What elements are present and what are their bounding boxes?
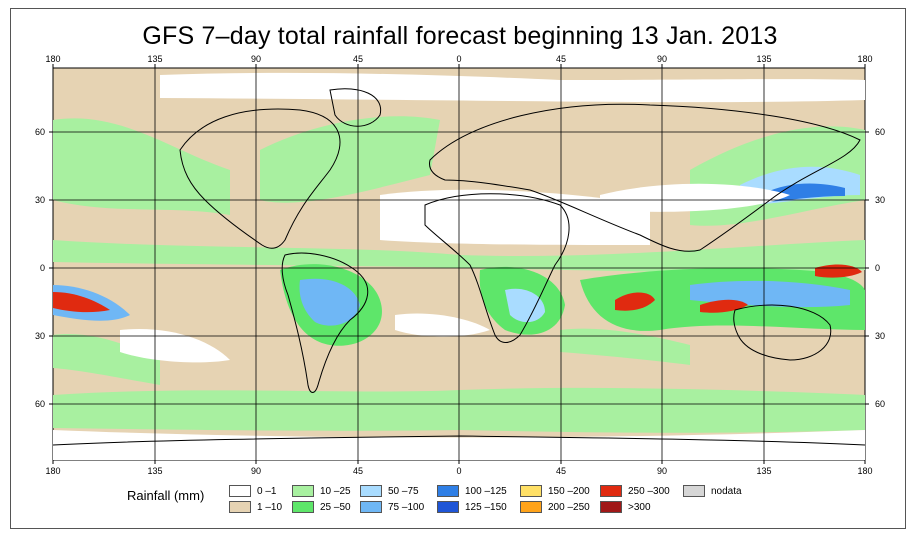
legend-swatch: [360, 501, 382, 513]
north-pacific-band: [53, 118, 230, 215]
bottom-lon-label: 90: [657, 466, 667, 476]
legend-item: 125 –150: [437, 501, 507, 513]
bottom-lon-label: 135: [756, 466, 771, 476]
figure-frame: [10, 8, 906, 529]
legend-label: 100 –125: [465, 485, 507, 497]
legend-label: 1 –10: [257, 501, 283, 513]
top-lon-labels: 180 135 90 45 0 45 90 135 180: [45, 54, 872, 64]
legend-item: 75 –100: [360, 501, 424, 513]
legend-swatch: [229, 501, 251, 513]
north-america-outline: [179, 108, 341, 249]
right-lat-label: 30: [875, 195, 885, 205]
legend-label: 75 –100: [388, 501, 425, 513]
top-lon-label: 0: [456, 54, 461, 64]
legend-label: 0 –1: [257, 485, 277, 497]
left-lat-label: 30: [35, 195, 45, 205]
right-lat-label: 30: [875, 331, 885, 341]
bottom-lon-label: 45: [556, 466, 566, 476]
left-lat-label: 0: [40, 263, 45, 273]
top-lon-label: 90: [657, 54, 667, 64]
bottom-lon-label: 45: [353, 466, 363, 476]
legend-swatch: [600, 485, 622, 497]
top-lon-label: 45: [353, 54, 363, 64]
eurasia-outline: [429, 103, 861, 252]
top-lon-label: 135: [147, 54, 162, 64]
legend-item: 250 –300: [600, 485, 670, 497]
australia-outline: [733, 304, 832, 361]
legend-item: 0 –1: [229, 485, 276, 497]
north-atlantic-band: [260, 116, 440, 203]
south-america-outline: [281, 252, 369, 393]
left-lat-labels: 60 30 0 30 60: [35, 127, 45, 409]
legend-item: 150 –200: [520, 485, 590, 497]
legend-swatch: [360, 485, 382, 497]
legend-title: Rainfall (mm): [127, 488, 205, 503]
legend-label: 250 –300: [628, 485, 670, 497]
legend-label: 200 –250: [548, 501, 590, 513]
legend-swatch: [292, 485, 314, 497]
left-lat-label: 60: [35, 399, 45, 409]
top-lon-label: 180: [857, 54, 872, 64]
bottom-lon-label: 135: [147, 466, 162, 476]
legend-item: >300: [600, 501, 651, 513]
right-lat-label: 0: [875, 263, 880, 273]
legend-swatch: [600, 501, 622, 513]
legend-label: 25 –50: [320, 501, 351, 513]
top-lon-label: 180: [45, 54, 60, 64]
legend-item: 25 –50: [292, 501, 351, 513]
legend-label: 125 –150: [465, 501, 507, 513]
legend-swatch: [520, 501, 542, 513]
bottom-lon-label: 180: [45, 466, 60, 476]
right-lat-label: 60: [875, 399, 885, 409]
sahara-dry: [380, 189, 650, 245]
legend-label: 10 –25: [320, 485, 351, 497]
legend-swatch: [683, 485, 705, 497]
bottom-lon-labels: 180 135 90 45 0 45 90 135 180: [45, 466, 872, 476]
left-lat-label: 60: [35, 127, 45, 137]
antarctica-outline: [52, 435, 866, 446]
legend-item: nodata: [683, 485, 742, 497]
legend-label: 50 –75: [388, 485, 419, 497]
legend-label: 150 –200: [548, 485, 590, 497]
legend-item: 200 –250: [520, 501, 590, 513]
legend-label: nodata: [711, 485, 742, 497]
legend-swatch: [520, 485, 542, 497]
top-lon-label: 45: [556, 54, 566, 64]
right-lat-labels: 60 30 0 30 60: [875, 127, 885, 409]
coastlines: [52, 88, 866, 446]
legend-item: 10 –25: [292, 485, 351, 497]
legend-swatch: [437, 501, 459, 513]
map-title: GFS 7–day total rainfall forecast beginn…: [142, 22, 778, 50]
graticule: [53, 68, 865, 460]
greenland-outline: [329, 88, 382, 127]
legend-swatch: [292, 501, 314, 513]
bottom-lon-label: 90: [251, 466, 261, 476]
tick-marks: [49, 64, 869, 464]
legend-label: >300: [628, 501, 651, 513]
legend-item: 50 –75: [360, 485, 419, 497]
bottom-lon-label: 180: [857, 466, 872, 476]
legend-swatch: [229, 485, 251, 497]
top-lon-label: 90: [251, 54, 261, 64]
legend-swatch: [437, 485, 459, 497]
legend-item: 1 –10: [229, 501, 282, 513]
left-lat-label: 30: [35, 331, 45, 341]
bottom-lon-label: 0: [456, 466, 461, 476]
legend-item: 100 –125: [437, 485, 507, 497]
right-lat-label: 60: [875, 127, 885, 137]
top-lon-label: 135: [756, 54, 771, 64]
